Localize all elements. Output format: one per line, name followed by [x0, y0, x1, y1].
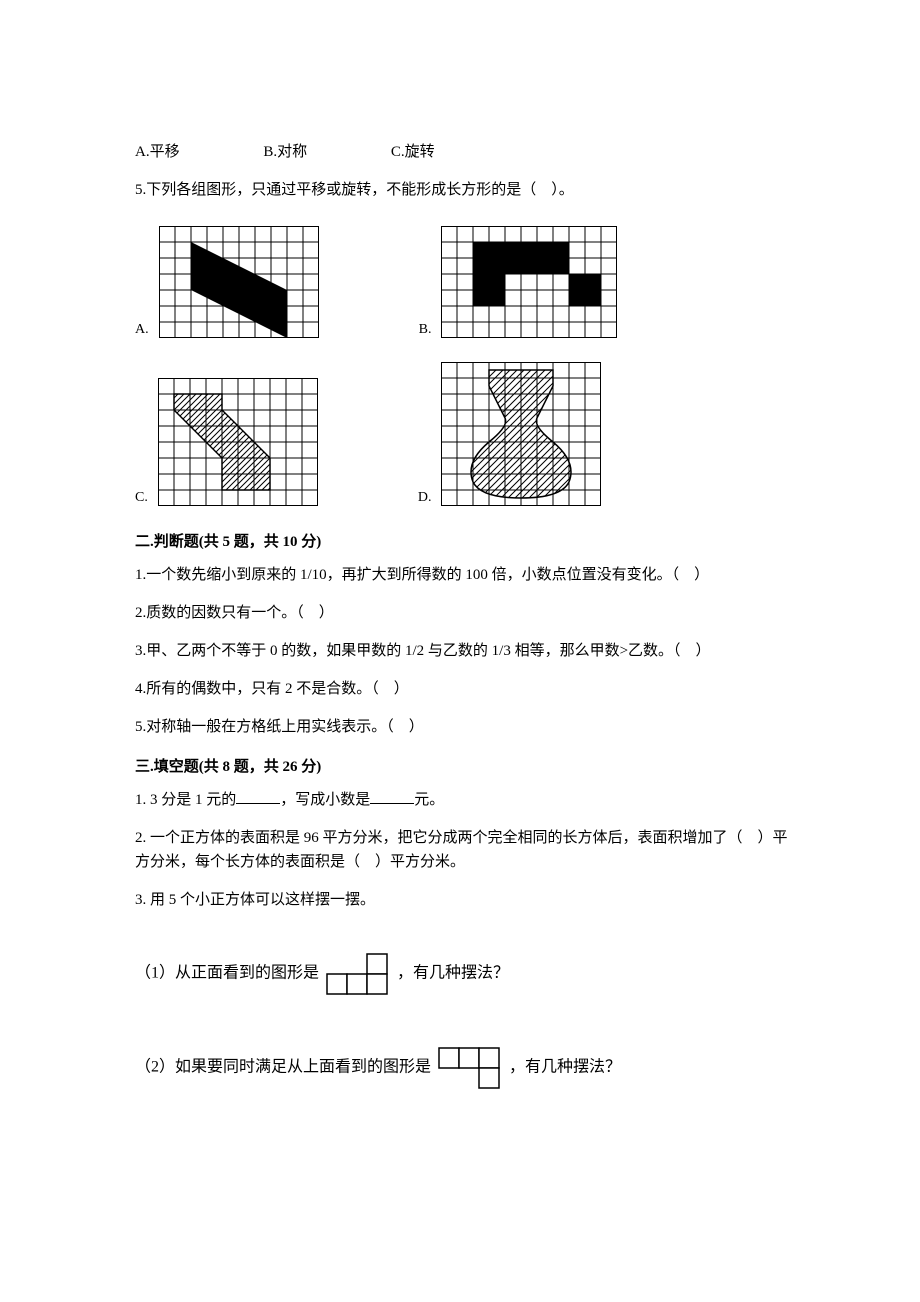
grid-d	[441, 362, 601, 506]
section3-title: 三.填空题(共 8 题，共 26 分)	[135, 755, 790, 776]
grid-b	[441, 226, 617, 338]
top-view-shape	[435, 1046, 505, 1090]
shape-b3	[537, 242, 569, 274]
q5-fig-d: D.	[418, 362, 602, 506]
q5-fig-a: A.	[135, 226, 319, 338]
s3-q3-1: （1）从正面看到的图形是 ，有几种摆法？	[135, 952, 790, 996]
grid-a	[159, 226, 319, 338]
s3-q3-2a: （2）如果要同时满足从上面看到的图形是	[135, 1059, 431, 1076]
s3-q3: 3. 用 5 个小正方体可以这样摆一摆。	[135, 888, 790, 912]
s3-q1-c: 元。	[414, 792, 444, 808]
q4-opt-b: B.对称	[263, 140, 307, 164]
blank2	[370, 789, 414, 804]
s3-q1: 1. 3 分是 1 元的 ，写成小数是 元。	[135, 788, 790, 812]
blank1	[236, 789, 280, 804]
front-view-shape	[323, 952, 393, 996]
s2-q1: 1.一个数先缩小到原来的 1/10，再扩大到所得数的 100 倍，小数点位置没有…	[135, 563, 790, 587]
q4-options: A.平移 B.对称 C.旋转	[135, 140, 790, 164]
s2-q3: 3.甲、乙两个不等于 0 的数，如果甲数的 1/2 与乙数的 1/3 相等，那么…	[135, 639, 790, 663]
s2-q5: 5.对称轴一般在方格纸上用实线表示。（ ）	[135, 715, 790, 739]
q5-label-d: D.	[418, 490, 432, 506]
q5-label-b: B.	[419, 322, 432, 338]
s3-q3-2b: ，有几种摆法？	[509, 1059, 621, 1076]
s2-q4: 4.所有的偶数中，只有 2 不是合数。（ ）	[135, 677, 790, 701]
s3-q1-a: 1. 3 分是 1 元的	[135, 792, 236, 808]
s3-q1-b: ，写成小数是	[280, 792, 370, 808]
q5-stem: 5.下列各组图形，只通过平移或旋转，不能形成长方形的是（ ）。	[135, 178, 790, 202]
q5-label-c: C.	[135, 490, 148, 506]
s2-q2: 2.质数的因数只有一个。（ ）	[135, 601, 790, 625]
q5-figs-row1: A. B.	[135, 226, 790, 338]
s3-q2: 2. 一个正方体的表面积是 96 平方分米，把它分成两个完全相同的长方体后，表面…	[135, 826, 790, 874]
q4-opt-c: C.旋转	[391, 140, 435, 164]
q5-fig-b: B.	[419, 226, 618, 338]
q5-label-a: A.	[135, 322, 149, 338]
s3-q3-1a: （1）从正面看到的图形是	[135, 965, 319, 982]
s3-q3-2: （2）如果要同时满足从上面看到的图形是 ，有几种摆法？	[135, 1046, 790, 1090]
section2-title: 二.判断题(共 5 题，共 10 分)	[135, 530, 790, 551]
grid-c	[158, 378, 318, 506]
s3-q3-1b: ，有几种摆法？	[397, 965, 509, 982]
q5-figs-row2: C. D.	[135, 362, 790, 506]
q5-fig-c: C.	[135, 378, 318, 506]
q4-opt-a: A.平移	[135, 140, 180, 164]
